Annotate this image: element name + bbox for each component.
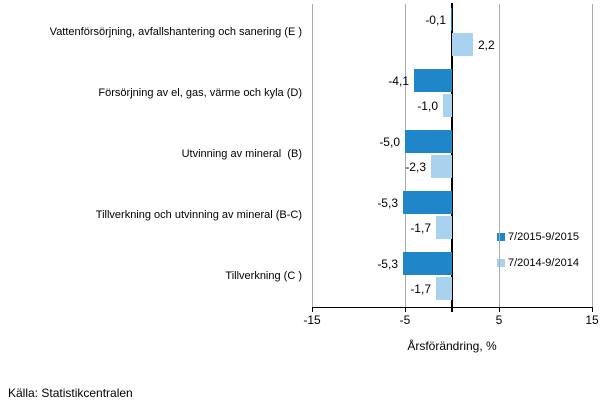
bar-series2 [431,155,452,178]
bar-series2 [443,94,452,117]
gridline [312,4,313,307]
value-label: -1,0 [417,99,438,113]
value-label: -5,3 [377,257,398,271]
value-label: -5,3 [377,196,398,210]
bar-series2 [452,33,473,56]
category-label: Utvinning av mineral (B) [181,148,302,160]
legend-swatch-icon [497,233,505,241]
source-text: Källa: Statistikcentralen [8,386,133,400]
legend: 7/2015-9/2015 7/2014-9/2014 [497,230,579,282]
axis-tick [592,307,593,312]
category-label: Tillverkning (C ) [225,270,302,282]
axis-tick [499,307,500,312]
legend-item: 7/2015-9/2015 [497,230,579,244]
legend-label: 7/2015-9/2015 [508,231,579,243]
bar-series1 [405,130,452,153]
bar-series1 [403,191,452,214]
legend-label: 7/2014-9/2014 [508,257,579,269]
legend-item: 7/2014-9/2014 [497,256,579,270]
axis-tick [405,307,406,312]
value-label: -4,1 [388,74,409,88]
value-label: -1,7 [410,282,431,296]
x-tick-label: -5 [399,313,411,327]
value-label: -2,3 [405,160,426,174]
gridline [405,4,406,307]
x-axis-line [312,307,592,308]
x-axis-title: Årsförändring, % [407,339,497,353]
x-tick-label: 5 [495,313,503,327]
legend-swatch-icon [497,259,505,267]
value-label: -1,7 [410,221,431,235]
bar-series1 [414,69,452,92]
value-label: 2,2 [478,38,495,52]
category-label: Tillverkning och utvinning av mineral (B… [95,209,302,221]
bar-series2 [436,277,452,300]
bar-series1 [451,8,452,31]
value-label: -5,0 [379,135,400,149]
gridline [499,4,500,307]
gridline [592,4,593,307]
value-label: -0,1 [425,13,446,27]
bar-series2 [436,216,452,239]
zero-baseline [451,3,453,312]
x-tick-label: 15 [585,313,599,327]
category-label: Vattenförsörjning, avfallshantering och … [49,26,302,38]
category-label: Försörjning av el, gas, värme och kyla (… [98,87,302,99]
bar-series1 [403,252,452,275]
axis-tick [312,307,313,312]
x-tick-label: -15 [303,313,321,327]
